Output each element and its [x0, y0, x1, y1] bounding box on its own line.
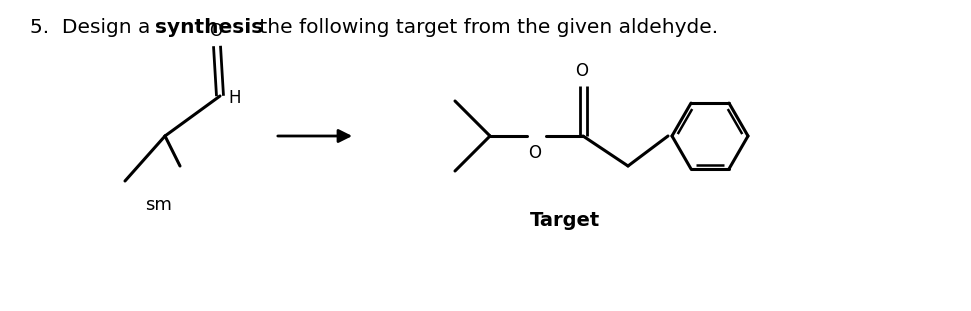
Text: H: H	[228, 89, 241, 107]
Text: O: O	[576, 62, 588, 80]
Text: O: O	[528, 144, 542, 162]
Text: synthesis: synthesis	[155, 18, 263, 37]
Text: sm: sm	[145, 196, 172, 214]
Text: the following target from the given aldehyde.: the following target from the given alde…	[253, 18, 719, 37]
Text: 5.  Design a: 5. Design a	[30, 18, 156, 37]
Text: Target: Target	[530, 211, 600, 230]
Text: O: O	[210, 22, 222, 40]
